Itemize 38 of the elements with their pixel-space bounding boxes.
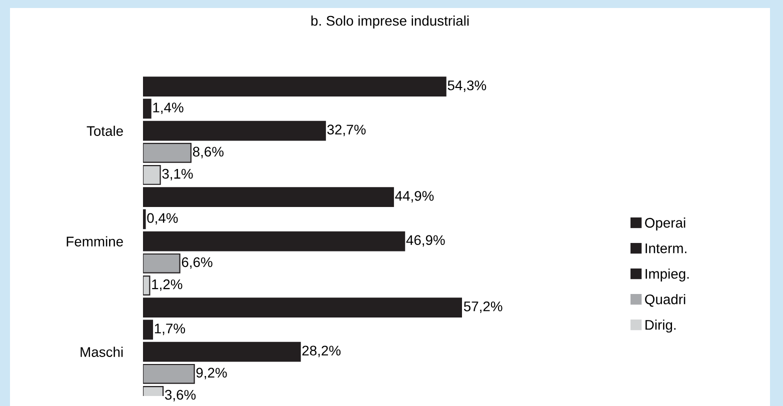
- bar: [143, 187, 394, 208]
- data-label: 46,9%: [406, 235, 445, 247]
- legend-label: Interm.: [646, 244, 686, 254]
- data-label: 1,4%: [153, 102, 184, 114]
- data-label: 1,7%: [154, 324, 186, 336]
- data-label: 0,4%: [147, 213, 178, 225]
- bar: [143, 142, 192, 163]
- bar: [143, 231, 406, 252]
- data-label: 9,2%: [196, 368, 227, 380]
- data-label: 3,6%: [164, 390, 196, 402]
- bar: [143, 209, 146, 230]
- data-label: 8,6%: [192, 146, 224, 158]
- y-tick-label: Totale: [86, 126, 123, 136]
- legend-label: Quadri: [645, 294, 686, 307]
- bar: [143, 76, 446, 97]
- y-tick-label: Femmine: [66, 236, 123, 246]
- bar: [143, 165, 161, 185]
- bar: [143, 320, 154, 340]
- chart-title: b. Solo imprese industriali: [311, 16, 469, 28]
- y-tick-label: Maschi: [80, 346, 123, 357]
- bar: [143, 342, 301, 362]
- bar: [143, 98, 152, 119]
- legend-label: Impieg.: [646, 268, 689, 282]
- data-label: 1,2%: [152, 279, 182, 291]
- bar: [143, 120, 326, 141]
- legend-label: Operai: [645, 218, 686, 230]
- data-label: 57,2%: [464, 301, 502, 313]
- bar: [143, 276, 150, 296]
- legend-label: Dirig.: [646, 320, 676, 333]
- data-label: 54,3%: [448, 80, 486, 92]
- data-label: 44,9%: [395, 190, 434, 202]
- bar: [143, 364, 195, 384]
- data-label: 6,6%: [182, 257, 212, 269]
- data-label: 28,2%: [302, 346, 341, 358]
- data-label: 3,1%: [162, 168, 193, 180]
- data-label: 32,7%: [327, 124, 366, 136]
- bar: [143, 298, 462, 318]
- bar: [143, 253, 180, 274]
